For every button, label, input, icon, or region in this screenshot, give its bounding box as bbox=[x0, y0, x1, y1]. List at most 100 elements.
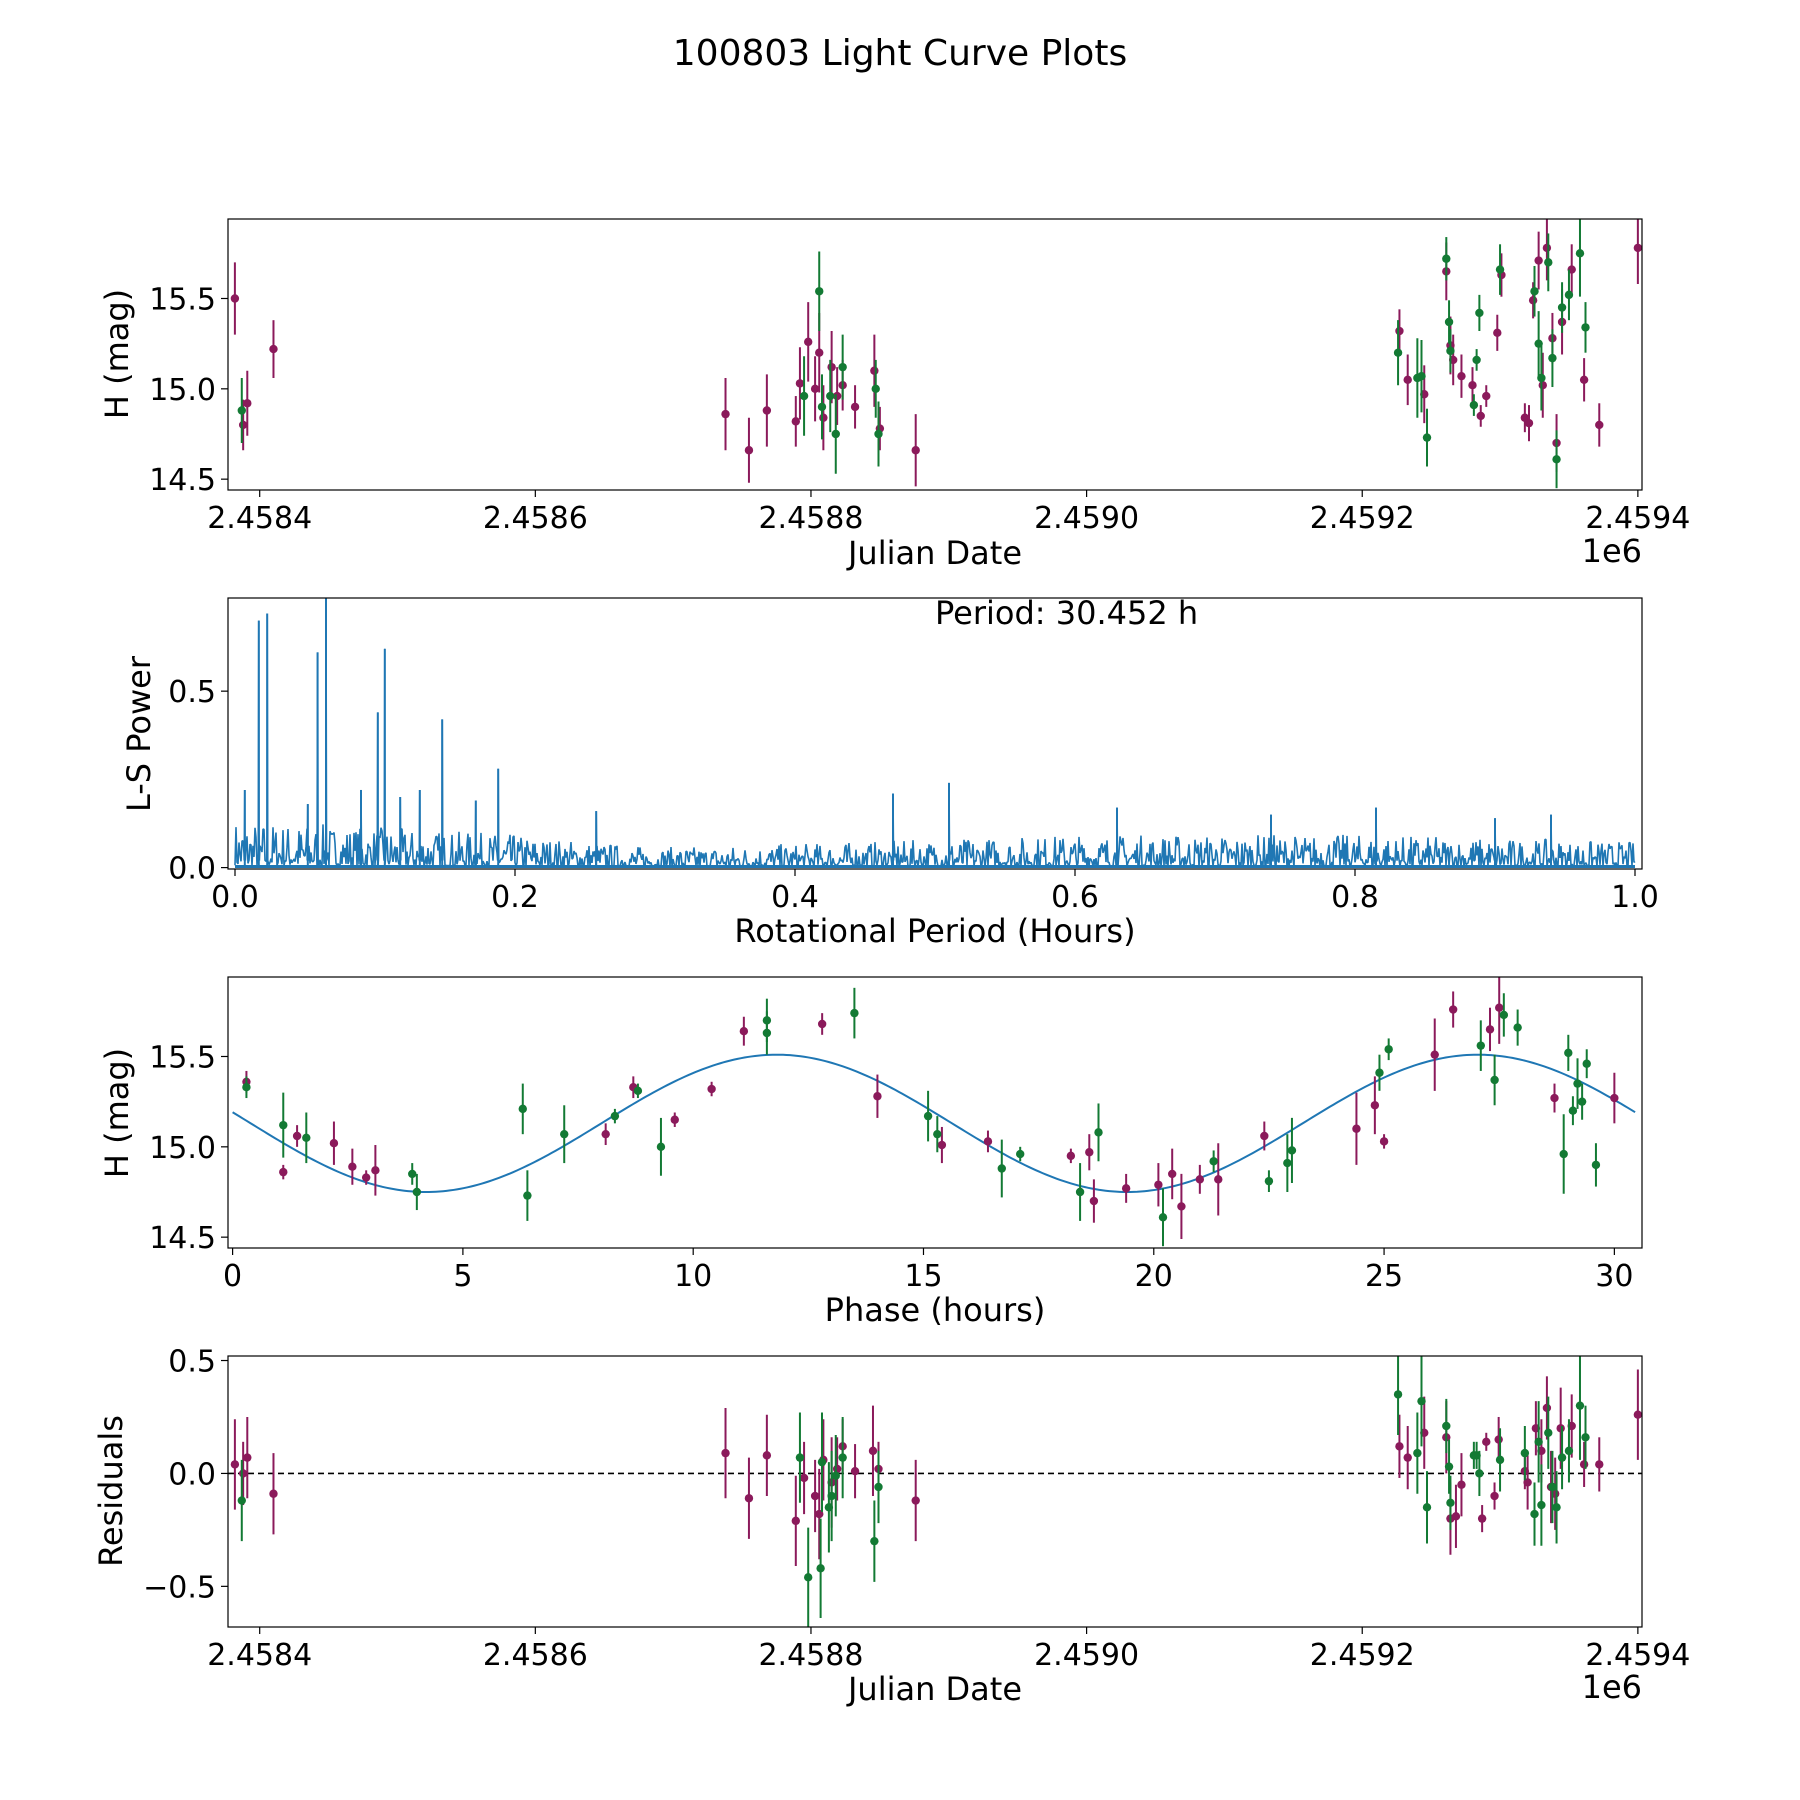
green-data-point bbox=[633, 1086, 643, 1096]
x-tick-label: 2.4592 bbox=[1310, 501, 1415, 536]
green-data-point bbox=[242, 1083, 251, 1092]
green-data-point bbox=[1552, 1503, 1561, 1512]
phasefold-xlabel: Phase (hours) bbox=[825, 1291, 1046, 1329]
magenta-data-point bbox=[1495, 1003, 1504, 1012]
magenta-data-point bbox=[1610, 1093, 1619, 1103]
magenta-data-point bbox=[1177, 1202, 1186, 1211]
magenta-data-point bbox=[1154, 1180, 1163, 1189]
magenta-data-point bbox=[799, 1473, 809, 1483]
x-tick-label: 2.4594 bbox=[1585, 1638, 1690, 1673]
green-data-point bbox=[1559, 1149, 1568, 1159]
magenta-data-point bbox=[1085, 1148, 1094, 1157]
magenta-data-point bbox=[1195, 1175, 1205, 1184]
x-tick-label: 2.4592 bbox=[1310, 1638, 1415, 1673]
lightcurve-ticks: 2.4584 2.4586 2.4588 2.4590 2.4592 2.4594 14.5… bbox=[149, 282, 1690, 536]
green-data-point bbox=[1520, 1448, 1530, 1458]
magenta-data-point bbox=[739, 1027, 749, 1036]
magenta-data-point bbox=[269, 1489, 278, 1498]
magenta-data-point bbox=[238, 420, 248, 430]
magenta-data-point bbox=[1550, 1093, 1559, 1103]
green-data-point bbox=[560, 1129, 569, 1139]
magenta-data-point bbox=[850, 1466, 860, 1476]
magenta-data-point bbox=[230, 1460, 240, 1469]
magenta-data-point bbox=[1485, 1025, 1495, 1034]
green-data-point bbox=[237, 406, 246, 415]
x-tick-label: 0.2 bbox=[491, 880, 539, 915]
green-data-point bbox=[1573, 1079, 1582, 1088]
green-data-point bbox=[1094, 1128, 1103, 1137]
green-data-point bbox=[838, 1453, 847, 1462]
magenta-data-point bbox=[601, 1129, 610, 1139]
phasefold-ylabel: H (mag) bbox=[98, 1048, 136, 1178]
magenta-data-point bbox=[1457, 371, 1466, 381]
green-data-point bbox=[1442, 1421, 1451, 1431]
magenta-data-point bbox=[1528, 296, 1538, 305]
phasefold-ticks: 0 5 10 15 20 25 30 14.5 15.0 15.5 bbox=[149, 1040, 1633, 1294]
periodogram-axes-frame bbox=[227, 597, 1643, 870]
magenta-data-point bbox=[243, 1453, 252, 1462]
magenta-data-point bbox=[827, 362, 836, 372]
green-data-point bbox=[1537, 373, 1546, 383]
x-tick-label: 2.4584 bbox=[207, 1638, 312, 1673]
green-data-point bbox=[518, 1104, 527, 1114]
magenta-data-point bbox=[1524, 418, 1534, 428]
green-data-point bbox=[1564, 1048, 1573, 1058]
magenta-data-point bbox=[791, 417, 801, 426]
x-tick-label: 1.0 bbox=[1611, 880, 1659, 915]
magenta-data-point bbox=[1430, 1050, 1439, 1059]
green-data-point bbox=[1582, 1059, 1591, 1068]
magenta-data-point bbox=[1633, 243, 1642, 253]
green-data-point bbox=[1283, 1158, 1292, 1168]
y-tick-label: 14.5 bbox=[149, 463, 216, 498]
magenta-data-point bbox=[371, 1166, 380, 1175]
green-data-point bbox=[1413, 1448, 1422, 1458]
green-data-point bbox=[1442, 254, 1451, 263]
green-data-point bbox=[610, 1111, 620, 1121]
green-data-point bbox=[1264, 1176, 1274, 1186]
magenta-data-point bbox=[238, 1469, 248, 1478]
magenta-data-point bbox=[1542, 243, 1552, 253]
green-data-point bbox=[1475, 1469, 1484, 1478]
y-tick-label: −0.5 bbox=[143, 1570, 216, 1605]
green-data-point bbox=[817, 1457, 827, 1467]
x-tick-label: 2.4594 bbox=[1585, 501, 1690, 536]
periodogram-annotation: Period: 30.452 h bbox=[935, 594, 1198, 632]
magenta-data-point bbox=[721, 409, 730, 419]
green-data-point bbox=[1564, 1446, 1574, 1456]
x-tick-label: 2.4586 bbox=[483, 1638, 588, 1673]
green-data-point bbox=[1444, 317, 1454, 327]
magenta-data-point bbox=[1579, 375, 1589, 384]
green-data-point bbox=[827, 1491, 836, 1501]
green-data-point bbox=[874, 1482, 883, 1492]
green-data-point bbox=[1581, 1433, 1590, 1442]
green-data-point bbox=[1422, 433, 1432, 442]
periodogram-panel: 0.0 0.2 0.4 0.6 0.8 1.0 0.0 0.5 Period: 30.452 … bbox=[120, 594, 1659, 950]
magenta-data-point bbox=[329, 1139, 339, 1148]
green-data-point bbox=[656, 1142, 666, 1152]
green-data-point bbox=[838, 362, 847, 372]
magenta-data-point bbox=[1448, 1005, 1458, 1014]
magenta-data-point bbox=[911, 1496, 920, 1505]
magenta-data-point bbox=[279, 1167, 288, 1177]
magenta-data-point bbox=[1542, 1403, 1552, 1413]
magenta-data-point bbox=[670, 1115, 679, 1124]
green-data-point bbox=[1287, 1146, 1297, 1155]
lightcurve-xlabel: Julian Date bbox=[846, 534, 1022, 572]
periodogram-ticks: 0.0 0.2 0.4 0.6 0.8 1.0 0.0 0.5 bbox=[168, 675, 1659, 915]
green-data-point bbox=[1393, 1390, 1403, 1399]
magenta-data-point bbox=[1468, 381, 1477, 390]
model-fit-curve bbox=[232, 1053, 1636, 1193]
green-data-point bbox=[1446, 1498, 1455, 1507]
magenta-data-point bbox=[744, 1494, 754, 1503]
magenta-data-point bbox=[292, 1131, 302, 1141]
magenta-data-point bbox=[873, 1092, 882, 1101]
green-data-point bbox=[1557, 1453, 1567, 1462]
green-data-point bbox=[279, 1120, 288, 1130]
lightcurve-points bbox=[230, 219, 1642, 489]
y-tick-label: 15.5 bbox=[149, 282, 216, 317]
magenta-data-point bbox=[1352, 1124, 1361, 1133]
magenta-data-point bbox=[1595, 1460, 1604, 1469]
magenta-data-point bbox=[791, 1516, 801, 1526]
green-data-point bbox=[817, 402, 827, 412]
green-data-point bbox=[871, 384, 880, 394]
